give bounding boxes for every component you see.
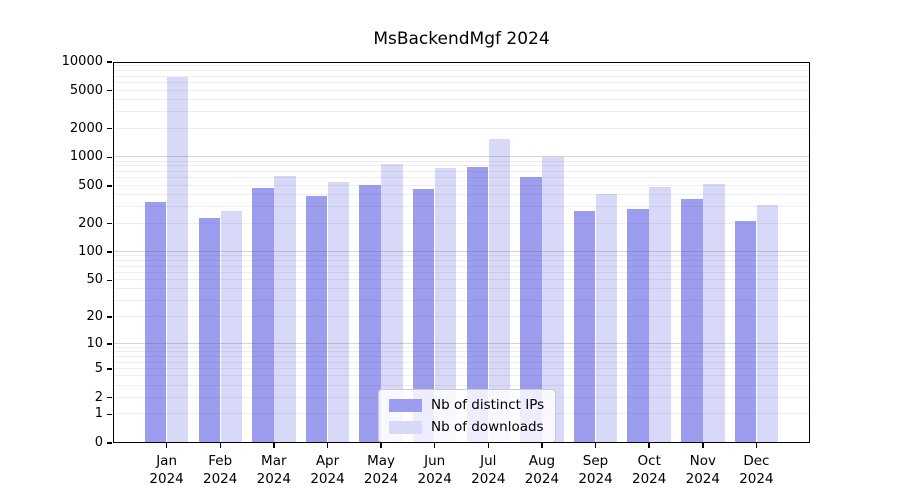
y-tick-label: 20 xyxy=(86,309,103,325)
bar-downloads xyxy=(166,77,189,443)
x-tick-label: Nov 2024 xyxy=(685,453,720,488)
y-axis-tick xyxy=(107,127,112,130)
bar-downloads xyxy=(703,184,725,443)
x-tick-label: Sep 2024 xyxy=(578,453,613,488)
x-axis-tick xyxy=(648,443,650,448)
x-tick-label: Jan 2024 xyxy=(149,453,184,488)
x-axis-tick xyxy=(594,443,597,448)
y-tick-label: 500 xyxy=(78,177,103,193)
y-axis-tick xyxy=(107,316,112,318)
bar-distinct-ips xyxy=(144,202,167,443)
y-axis-tick xyxy=(107,368,112,370)
bar-distinct-ips xyxy=(412,188,435,443)
legend-label-distinct-ips: Nb of distinct IPs xyxy=(431,397,545,413)
x-axis-tick xyxy=(380,443,382,448)
y-axis-tick xyxy=(107,343,112,345)
bar-distinct-ips xyxy=(627,209,649,443)
x-tick-label: Oct 2024 xyxy=(632,453,667,488)
legend-entry-downloads: Nb of downloads xyxy=(389,419,544,435)
y-tick-label: 100 xyxy=(78,244,103,260)
y-tick-label: 1000 xyxy=(69,149,103,165)
y-tick-label: 5000 xyxy=(69,82,103,98)
legend-entry-distinct-ips: Nb of distinct IPs xyxy=(389,397,544,413)
x-tick-label: Dec 2024 xyxy=(739,453,774,488)
x-axis-tick xyxy=(273,443,275,448)
x-tick-label: Jul 2024 xyxy=(471,453,506,488)
y-axis-tick xyxy=(107,89,112,92)
x-axis-tick xyxy=(702,443,704,448)
x-axis-tick xyxy=(433,443,436,448)
y-tick-label: 10000 xyxy=(61,54,103,69)
x-tick-label: May 2024 xyxy=(363,453,399,488)
y-axis-tick xyxy=(107,413,112,416)
y-axis-tick xyxy=(107,185,112,187)
x-tick-label: Jun 2024 xyxy=(417,453,452,488)
bar-distinct-ips xyxy=(466,167,489,443)
bar-downloads xyxy=(542,157,564,443)
bar-downloads xyxy=(434,168,457,443)
y-axis-tick xyxy=(107,222,112,225)
bar-distinct-ips xyxy=(359,185,381,443)
chart-title: MsBackendMgf 2024 xyxy=(373,29,550,49)
bar-downloads xyxy=(274,176,296,443)
y-tick-label: 50 xyxy=(86,272,103,288)
x-tick-label: Apr 2024 xyxy=(310,453,345,488)
bar-distinct-ips xyxy=(681,199,703,443)
bars-layer xyxy=(113,62,810,443)
y-tick-label: 200 xyxy=(78,215,103,231)
y-tick-label: 2000 xyxy=(69,120,103,136)
x-axis-tick xyxy=(487,443,490,448)
bar-distinct-ips xyxy=(252,188,274,443)
bar-distinct-ips xyxy=(305,195,328,443)
bar-distinct-ips xyxy=(573,210,596,443)
bar-downloads xyxy=(220,211,242,443)
x-tick-label: Aug 2024 xyxy=(524,453,560,488)
bar-downloads xyxy=(381,164,403,443)
legend-swatch-distinct-ips xyxy=(389,398,422,412)
bar-distinct-ips xyxy=(198,217,220,443)
y-tick-label: 1 xyxy=(94,406,103,422)
bar-downloads xyxy=(649,187,671,443)
bar-downloads xyxy=(756,205,779,443)
bar-downloads xyxy=(327,182,350,443)
x-tick-label: Mar 2024 xyxy=(256,453,291,488)
x-axis-tick xyxy=(755,443,758,448)
x-axis-tick xyxy=(165,443,168,448)
bar-downloads xyxy=(488,138,511,443)
x-axis-tick xyxy=(219,443,221,448)
x-tick-label: Feb 2024 xyxy=(203,453,238,488)
y-tick-label: 2 xyxy=(94,389,103,405)
y-tick-label: 0 xyxy=(94,435,103,450)
legend-swatch-downloads xyxy=(389,420,422,434)
bar-distinct-ips xyxy=(734,220,757,443)
bar-downloads xyxy=(595,193,618,443)
y-axis-tick xyxy=(107,442,112,444)
y-axis-tick xyxy=(107,279,112,282)
y-axis-tick xyxy=(107,396,112,399)
y-tick-label: 5 xyxy=(94,360,103,376)
legend: Nb of distinct IPs Nb of downloads xyxy=(378,389,557,443)
legend-label-downloads: Nb of downloads xyxy=(431,419,544,435)
x-axis-tick xyxy=(326,443,329,448)
y-axis-tick xyxy=(107,61,112,63)
y-axis-tick xyxy=(107,251,112,253)
bar-distinct-ips xyxy=(520,176,542,443)
y-tick-label: 10 xyxy=(86,335,103,351)
plot-area: Nb of distinct IPs Nb of downloads xyxy=(113,62,810,443)
y-axis-tick xyxy=(107,156,112,158)
x-axis-tick xyxy=(541,443,543,448)
